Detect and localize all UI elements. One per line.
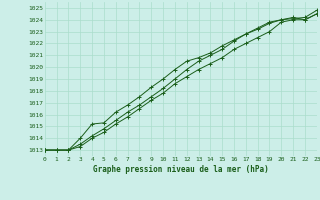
X-axis label: Graphe pression niveau de la mer (hPa): Graphe pression niveau de la mer (hPa) (93, 165, 269, 174)
